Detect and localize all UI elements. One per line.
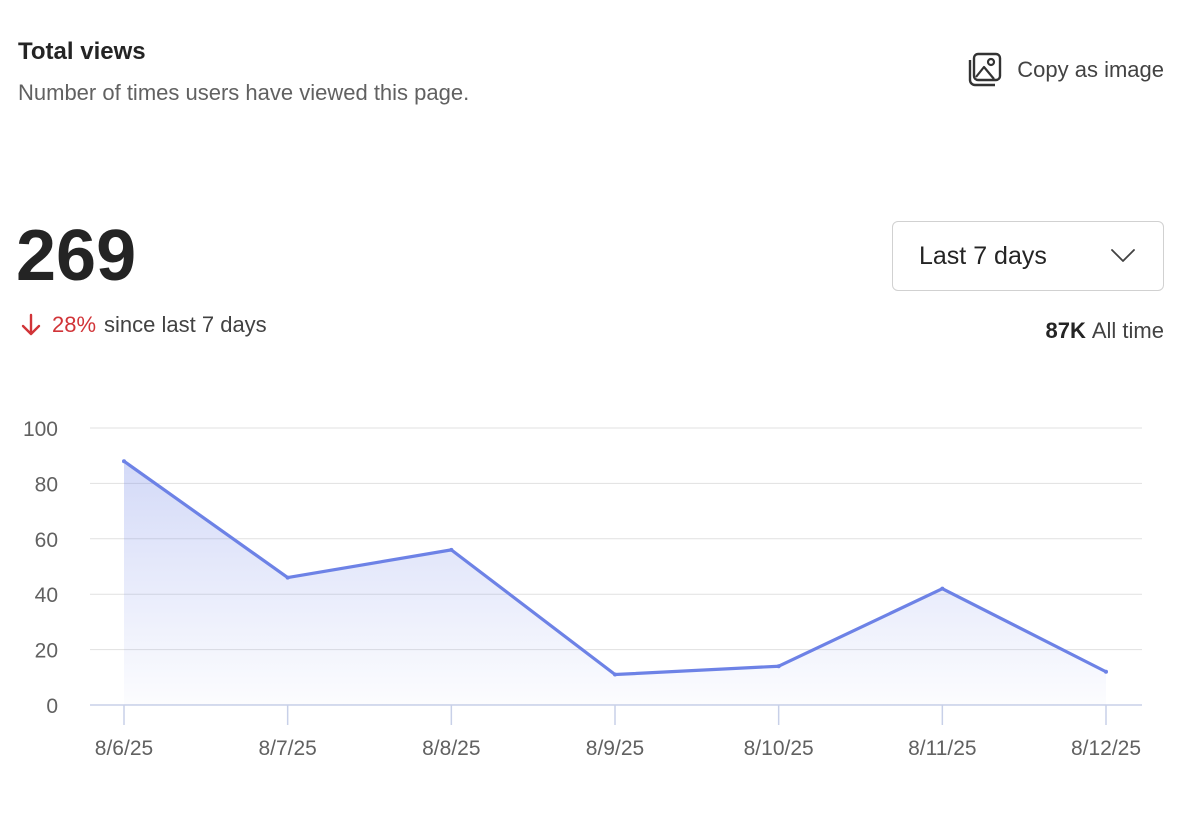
change-text: since last 7 days [104, 312, 267, 337]
all-time-value: 87K [1045, 318, 1086, 343]
image-copy-icon [969, 52, 1002, 87]
data-point-8/12/25 [1104, 669, 1108, 674]
chevron-down-icon [1111, 249, 1135, 262]
y-tick-label: 0 [46, 695, 58, 718]
change-indicator: 28% since last 7 days [20, 312, 267, 338]
date-range-selected: Last 7 days [919, 241, 1047, 270]
all-time-stat: 87K All time [1046, 318, 1164, 344]
y-tick-label: 40 [35, 584, 58, 607]
x-tick-label: 8/8/25 [422, 737, 480, 760]
change-percent: 28% [52, 312, 97, 337]
x-tick-label: 8/6/25 [95, 737, 153, 760]
y-tick-label: 100 [23, 418, 58, 441]
data-point-8/8/25 [449, 547, 454, 552]
views-chart: 0 20 40 60 80 100 8/6/25 8/7/25 8/8/25 8/9/25 8/10… [23, 418, 1142, 760]
chart-title: Total views [18, 38, 146, 65]
data-point-8/7/25 [285, 575, 290, 580]
x-tick-label: 8/7/25 [258, 737, 316, 760]
x-tick-label: 8/12/25 [1071, 737, 1141, 760]
y-tick-label: 60 [35, 529, 58, 552]
date-range-select[interactable]: Last 7 days [892, 221, 1164, 291]
data-point-8/6/25 [122, 459, 126, 464]
data-point-8/9/25 [613, 672, 617, 677]
x-tick-label: 8/11/25 [908, 737, 977, 760]
y-tick-label: 20 [35, 640, 58, 663]
copy-as-image-label: Copy as image [1017, 57, 1164, 82]
arrow-down-icon [21, 313, 41, 336]
all-time-label: All time [1091, 318, 1164, 343]
total-views-value: 269 [16, 216, 137, 296]
series-area [124, 461, 1106, 705]
data-point-8/11/25 [940, 586, 945, 591]
y-tick-label: 80 [35, 473, 58, 496]
data-point-8/10/25 [776, 664, 781, 669]
x-tick-label: 8/10/25 [744, 737, 814, 760]
x-tick-label: 8/9/25 [586, 737, 644, 760]
copy-as-image-button[interactable]: Copy as image [967, 52, 1164, 88]
chart-subtitle: Number of times users have viewed this p… [18, 80, 470, 105]
